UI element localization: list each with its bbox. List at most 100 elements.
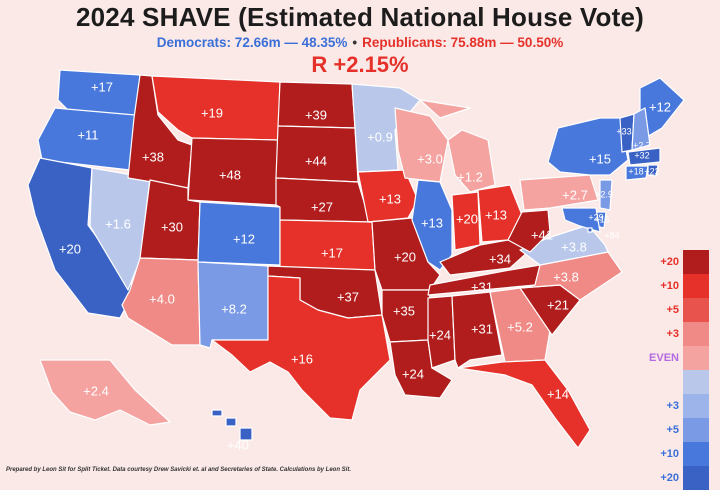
state-wi (394, 107, 449, 183)
national-margin: R +2.15% (311, 52, 409, 77)
legend-label: +5 (666, 304, 679, 316)
state-label-ca: +20 (59, 241, 81, 256)
state-label-me: +12 (649, 99, 671, 114)
legend-swatch (683, 394, 709, 418)
us-map: +17 +11 +20 +1.6 +38 +19 +48 +30 +4.0 +12 +8.2 +39 +… (27, 69, 685, 452)
state-label-tn: +31 (471, 279, 493, 294)
state-label-nm: +8.2 (221, 301, 247, 316)
state-label-or: +11 (77, 127, 98, 142)
state-label-ks: +17 (321, 245, 343, 260)
state-label-hi: +40 (227, 437, 249, 452)
legend-swatch (683, 322, 709, 346)
state-va (519, 224, 609, 266)
state-label-nj: +2.9 (595, 189, 613, 199)
state-label-id: +38 (142, 149, 164, 164)
state-label-ky: +34 (489, 251, 511, 266)
state-ma (627, 147, 661, 166)
state-ny (547, 117, 629, 176)
legend-swatch (683, 250, 709, 274)
state-label-il: +13 (421, 215, 443, 230)
legend-label: +3 (666, 328, 679, 340)
legend-label: +5 (666, 424, 679, 436)
state-label-ar: +35 (393, 303, 415, 318)
state-label-vt: +33 (616, 126, 631, 136)
state-label-nd: +39 (305, 107, 327, 122)
legend: +20 +10 +5 +3 EVEN +3 +5 +10 +20 (649, 250, 711, 490)
state-label-mi: +1.2 (457, 169, 483, 184)
state-label-la: +24 (402, 366, 424, 381)
legend-row: +5 (649, 298, 711, 322)
legend-label: +10 (660, 280, 679, 292)
state-label-wa: +17 (91, 79, 113, 94)
state-label-nh: +2.7 (633, 140, 651, 150)
state-label-ma: +32 (634, 150, 649, 160)
state-fl (457, 359, 591, 449)
state-label-nc: +3.8 (553, 269, 579, 284)
dem-total: Democrats: 72.66m — 48.35% (156, 35, 348, 50)
summary-separator: • (352, 35, 358, 50)
state-wv (507, 209, 551, 253)
page-title: 2024 SHAVE (Estimated National House Vot… (75, 2, 645, 32)
state-label-mn: +0.9 (367, 129, 393, 144)
state-label-va: +3.8 (561, 239, 587, 254)
state-nj (599, 179, 613, 211)
credits-footer: Prepared by Leon Sit for Split Ticket. D… (6, 467, 351, 473)
state-ct (625, 165, 649, 181)
state-mn (351, 83, 421, 173)
legend-swatch (683, 274, 709, 298)
state-label-ct: +18 (628, 166, 643, 176)
state-label-ny: +15 (589, 151, 611, 166)
state-dc (587, 227, 593, 233)
vote-summary: Democrats: 72.66m — 48.35% • Republicans: … (0, 35, 720, 50)
rep-total: Republicans: 75.88m — 50.50% (362, 35, 564, 50)
state-ca (27, 157, 136, 319)
legend-row: +3 (649, 394, 711, 418)
state-label-mo: +20 (394, 249, 416, 264)
state-nh (631, 107, 651, 151)
state-label-wy: +48 (219, 167, 241, 182)
state-label-co: +12 (233, 231, 255, 246)
state-ia (357, 169, 419, 223)
state-label-nv: +1.6 (105, 216, 131, 231)
state-pa (519, 174, 599, 211)
state-ms (427, 295, 456, 369)
legend-row: +10 (649, 442, 711, 466)
state-label-sc: +21 (547, 297, 569, 312)
state-label-wv: +41 (531, 227, 553, 242)
legend-label: +20 (660, 472, 679, 484)
state-label-ia: +13 (379, 191, 401, 206)
state-mi (419, 99, 496, 193)
legend-row: +5 (649, 418, 711, 442)
state-label-ga: +5.2 (507, 319, 533, 334)
legend-row: +10 (649, 274, 711, 298)
state-label-de: +15 (594, 214, 609, 224)
legend-swatch (683, 298, 709, 322)
state-ri (647, 164, 659, 177)
legend-row (649, 370, 711, 394)
legend-label: +10 (660, 448, 679, 460)
legend-label: +3 (666, 400, 679, 412)
legend-row: EVEN (649, 346, 711, 370)
state-label-ak: +2.4 (83, 383, 109, 398)
state-label-ne: +27 (311, 199, 333, 214)
legend-label: EVEN (649, 352, 679, 364)
state-or (37, 107, 136, 171)
state-label-mt: +19 (201, 105, 223, 120)
state-label-fl: +14 (547, 386, 569, 401)
legend-row: +20 (649, 466, 711, 490)
state-label-in: +20 (456, 211, 478, 226)
state-label-tx: +16 (291, 351, 313, 366)
legend-swatch (683, 418, 709, 442)
state-ak (39, 359, 171, 426)
state-label-ms: +24 (429, 327, 451, 342)
legend-row: +20 (649, 250, 711, 274)
state-tx (211, 275, 391, 421)
legend-swatch (683, 370, 709, 394)
legend-row: +3 (649, 322, 711, 346)
state-label-oh: +13 (485, 207, 507, 222)
legend-swatch (683, 346, 709, 370)
state-label-ut: +30 (161, 219, 183, 234)
legend-swatch (683, 442, 709, 466)
legend-swatch (683, 466, 709, 490)
state-label-az: +4.0 (149, 291, 175, 306)
